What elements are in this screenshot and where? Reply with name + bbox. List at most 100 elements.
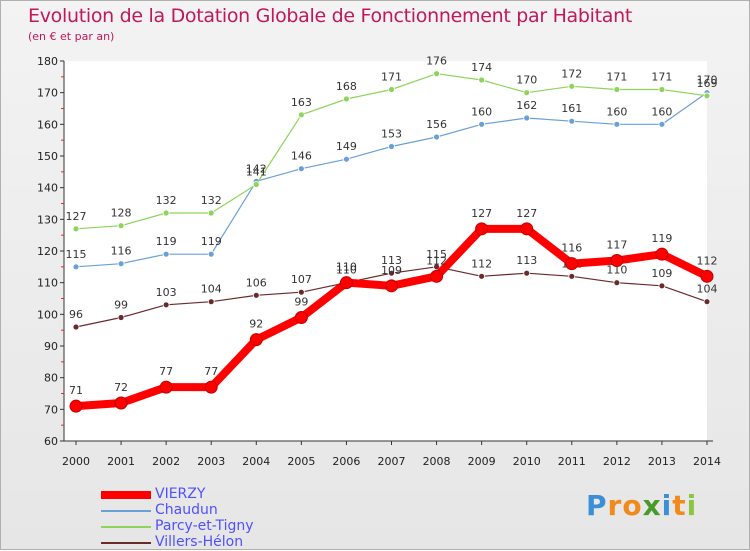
data-label-vierzy-2003: 77 xyxy=(204,365,218,378)
data-label-villers-helon-2000: 96 xyxy=(69,308,83,321)
data-label-vierzy-2008: 112 xyxy=(426,254,447,267)
data-label-vierzy-2013: 119 xyxy=(651,232,672,245)
y-tick-label-160: 160 xyxy=(37,118,58,131)
data-label-villers-helon-2009: 112 xyxy=(471,257,492,270)
data-label-villers-helon-2001: 99 xyxy=(114,299,128,312)
data-point-chaudun-2002 xyxy=(162,250,170,258)
x-tick-label-2005: 2005 xyxy=(287,455,315,468)
legend-label-vierzy: VIERZY xyxy=(155,486,206,502)
data-label-chaudun-2008: 156 xyxy=(426,118,447,131)
data-point-vierzy-2011 xyxy=(565,257,579,271)
data-label-villers-helon-2014: 104 xyxy=(697,283,718,296)
data-label-chaudun-2013: 160 xyxy=(651,105,672,118)
data-point-villers-helon-2004 xyxy=(252,291,260,299)
x-tick-label-2004: 2004 xyxy=(242,455,270,468)
data-point-chaudun-2009 xyxy=(478,120,486,128)
data-point-parcy-et-tigny-2002 xyxy=(162,209,170,217)
data-point-parcy-et-tigny-2013 xyxy=(658,86,666,93)
data-label-villers-helon-2006: 110 xyxy=(336,264,357,277)
data-point-vierzy-2007 xyxy=(385,279,398,293)
y-tick-label-140: 140 xyxy=(37,182,58,195)
data-point-parcy-et-tigny-2004 xyxy=(252,181,260,188)
data-point-villers-helon-2009 xyxy=(478,272,486,280)
plot-area xyxy=(64,61,707,441)
x-tick-label-2000: 2000 xyxy=(62,455,90,468)
legend-swatch-vierzy xyxy=(101,491,151,499)
logo-letter: i xyxy=(686,489,698,522)
data-label-vierzy-2014: 112 xyxy=(697,254,718,267)
data-label-parcy-et-tigny-2000: 127 xyxy=(66,210,87,223)
data-label-vierzy-2011: 116 xyxy=(561,242,582,255)
data-point-vierzy-2001 xyxy=(114,396,128,410)
data-label-chaudun-2001: 116 xyxy=(111,245,132,258)
data-label-parcy-et-tigny-2007: 171 xyxy=(381,71,402,84)
logo-letter: t xyxy=(672,489,687,522)
data-point-chaudun-2003 xyxy=(207,250,215,258)
data-point-chaudun-2008 xyxy=(433,133,440,141)
data-point-chaudun-2012 xyxy=(613,120,621,128)
legend-label-villers-helon: Villers-Hélon xyxy=(155,534,244,550)
data-label-chaudun-2010: 162 xyxy=(516,99,537,112)
data-label-vierzy-2006: 110 xyxy=(336,261,357,274)
data-label-parcy-et-tigny-2010: 170 xyxy=(516,74,537,87)
chart-title: Evolution de la Dotation Globale de Fonc… xyxy=(28,5,633,27)
data-point-parcy-et-tigny-2005 xyxy=(297,111,305,119)
y-tick-label-80: 80 xyxy=(44,372,58,385)
data-label-parcy-et-tigny-2002: 132 xyxy=(156,194,177,207)
data-point-vierzy-2013 xyxy=(655,247,669,261)
data-point-chaudun-2000 xyxy=(72,263,80,271)
data-label-vierzy-2007: 109 xyxy=(381,264,402,277)
y-tick-label-130: 130 xyxy=(37,213,58,226)
legend-swatch-parcy-et-tigny xyxy=(101,526,151,528)
data-label-chaudun-2002: 119 xyxy=(156,235,177,248)
data-label-vierzy-2004: 92 xyxy=(249,318,263,331)
data-point-vierzy-2008 xyxy=(430,269,444,283)
data-point-parcy-et-tigny-2003 xyxy=(207,209,215,217)
data-label-parcy-et-tigny-2005: 163 xyxy=(291,96,312,109)
data-label-parcy-et-tigny-2006: 168 xyxy=(336,80,357,93)
legend-swatch-chaudun xyxy=(101,510,151,512)
data-point-parcy-et-tigny-2006 xyxy=(343,95,350,103)
proxiti-logo: Proxiti xyxy=(586,489,697,522)
data-point-chaudun-2010 xyxy=(523,114,531,122)
data-label-parcy-et-tigny-2014: 169 xyxy=(697,77,718,90)
data-label-villers-helon-2005: 107 xyxy=(291,273,312,286)
data-point-villers-helon-2012 xyxy=(613,279,621,287)
logo-letter: i xyxy=(661,489,673,522)
x-tick-label-2013: 2013 xyxy=(648,455,676,468)
data-point-chaudun-2006 xyxy=(343,155,350,163)
logo-letter: r xyxy=(607,489,623,522)
data-point-parcy-et-tigny-2001 xyxy=(117,222,125,230)
data-point-vierzy-2005 xyxy=(294,311,308,324)
data-label-parcy-et-tigny-2011: 172 xyxy=(561,67,582,80)
data-point-parcy-et-tigny-2000 xyxy=(72,225,80,233)
data-point-parcy-et-tigny-2012 xyxy=(613,86,621,93)
y-tick-label-70: 70 xyxy=(44,403,58,416)
data-point-villers-helon-2001 xyxy=(117,314,125,321)
x-tick-label-2006: 2006 xyxy=(332,455,360,468)
data-label-chaudun-2007: 153 xyxy=(381,128,402,141)
data-label-vierzy-2000: 71 xyxy=(69,384,83,397)
logo-letter: P xyxy=(586,489,608,522)
y-tick-label-120: 120 xyxy=(37,245,58,258)
data-label-vierzy-2010: 127 xyxy=(516,207,537,220)
logo-letter: x xyxy=(642,489,662,522)
data-label-villers-helon-2003: 104 xyxy=(201,283,222,296)
data-label-parcy-et-tigny-2012: 171 xyxy=(606,71,627,84)
legend-label-parcy-et-tigny: Parcy-et-Tigny xyxy=(155,518,254,534)
data-label-chaudun-2011: 161 xyxy=(561,102,582,115)
data-label-chaudun-2003: 119 xyxy=(201,235,222,248)
data-point-chaudun-2001 xyxy=(117,260,125,268)
data-label-villers-helon-2008: 115 xyxy=(426,248,447,261)
x-tick-label-2009: 2009 xyxy=(468,455,496,468)
x-tick-label-2003: 2003 xyxy=(197,455,225,468)
data-point-villers-helon-2013 xyxy=(658,282,666,290)
data-point-vierzy-2004 xyxy=(249,333,263,347)
data-label-chaudun-2000: 115 xyxy=(66,248,87,261)
legend-swatch-villers-helon xyxy=(101,542,151,544)
data-point-parcy-et-tigny-2010 xyxy=(523,89,531,97)
x-tick-label-2002: 2002 xyxy=(152,455,180,468)
y-tick-label-60: 60 xyxy=(44,435,58,448)
